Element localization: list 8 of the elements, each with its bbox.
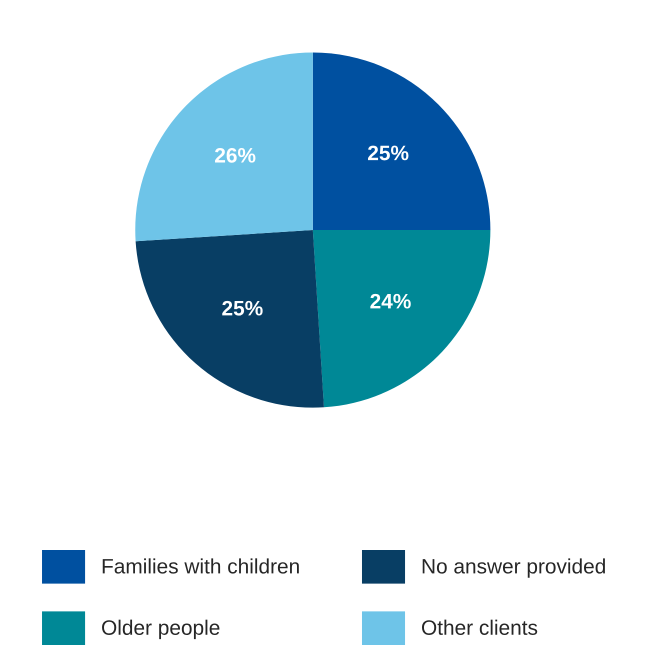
- legend-label: Families with children: [102, 558, 299, 574]
- data-label: 24%: [370, 294, 411, 309]
- data-label: 26%: [215, 148, 256, 163]
- legend-label: Older people: [102, 620, 220, 640]
- data-label: 25%: [222, 300, 263, 316]
- legend-label: No answer provided: [422, 558, 605, 578]
- legend-label: Other clients: [422, 620, 538, 635]
- data-label: 25%: [368, 146, 408, 160]
